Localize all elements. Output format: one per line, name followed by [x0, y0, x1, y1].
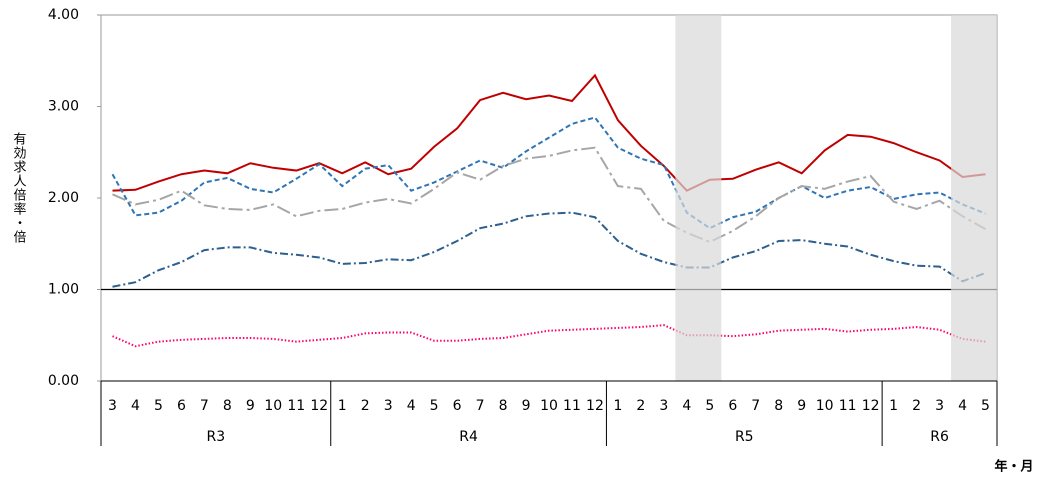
series-line — [111, 116, 986, 230]
x-tick-label: 5 — [430, 398, 439, 414]
x-tick-label: 1 — [613, 398, 622, 414]
x-tick-label: 10 — [816, 398, 834, 414]
x-tick-label: 2 — [636, 398, 645, 414]
x-tick-label: 11 — [563, 398, 581, 414]
x-tick-label: 6 — [728, 398, 737, 414]
x-tick-label: 9 — [522, 398, 531, 414]
x-tick-label: 1 — [338, 398, 347, 414]
x-tick-label: 11 — [287, 398, 305, 414]
x-tick-label: 7 — [476, 398, 485, 414]
x-tick-label: 3 — [108, 398, 117, 414]
x-tick-label: 10 — [264, 398, 282, 414]
x-tick-label: 1 — [889, 398, 898, 414]
series-line — [112, 324, 986, 348]
series-line — [112, 73, 986, 192]
x-tick-label: 6 — [453, 398, 462, 414]
group-label: R4 — [459, 429, 478, 445]
x-tick-label: 4 — [131, 398, 140, 414]
y-axis-label: 有効求人倍率・倍 — [11, 132, 27, 244]
x-tick-label: 5 — [705, 398, 714, 414]
y-tick-label: 0.00 — [48, 373, 79, 389]
series-line — [112, 211, 986, 288]
x-tick-label: 2 — [361, 398, 370, 414]
x-tick-label: 8 — [774, 398, 783, 414]
shaded-range — [951, 15, 997, 381]
x-tick-label: 9 — [797, 398, 806, 414]
x-tick-label: 4 — [407, 398, 416, 414]
group-label: R5 — [735, 429, 754, 445]
x-tick-label: 7 — [751, 398, 760, 414]
x-tick-label: 10 — [540, 398, 558, 414]
x-tick-label: 9 — [246, 398, 255, 414]
group-label: R6 — [930, 429, 949, 445]
x-tick-label: 12 — [310, 398, 328, 414]
x-tick-label: 2 — [912, 398, 921, 414]
x-axis-label: 年・月 — [994, 459, 1033, 475]
x-tick-label: 12 — [862, 398, 880, 414]
shaded-range — [675, 15, 722, 381]
x-tick-label: 11 — [839, 398, 857, 414]
x-tick-label: 5 — [981, 398, 990, 414]
plot-area — [100, 14, 998, 382]
x-tick-label: 7 — [200, 398, 209, 414]
x-tick-label: 6 — [177, 398, 186, 414]
x-tick-label: 5 — [154, 398, 163, 414]
series-line — [112, 146, 986, 244]
y-tick-label: 2.00 — [48, 190, 79, 206]
y-tick-label: 3.00 — [48, 99, 79, 115]
group-label: R3 — [207, 429, 226, 445]
x-tick-label: 3 — [935, 398, 944, 414]
x-tick-label: 3 — [659, 398, 668, 414]
x-tick-label: 8 — [223, 398, 232, 414]
y-tick-label: 1.00 — [48, 282, 79, 298]
x-tick-label: 4 — [958, 398, 967, 414]
x-tick-label: 3 — [384, 398, 393, 414]
x-tick-label: 12 — [586, 398, 604, 414]
x-tick-label: 8 — [499, 398, 508, 414]
x-tick-label: 4 — [682, 398, 691, 414]
y-tick-label: 4.00 — [48, 7, 79, 23]
